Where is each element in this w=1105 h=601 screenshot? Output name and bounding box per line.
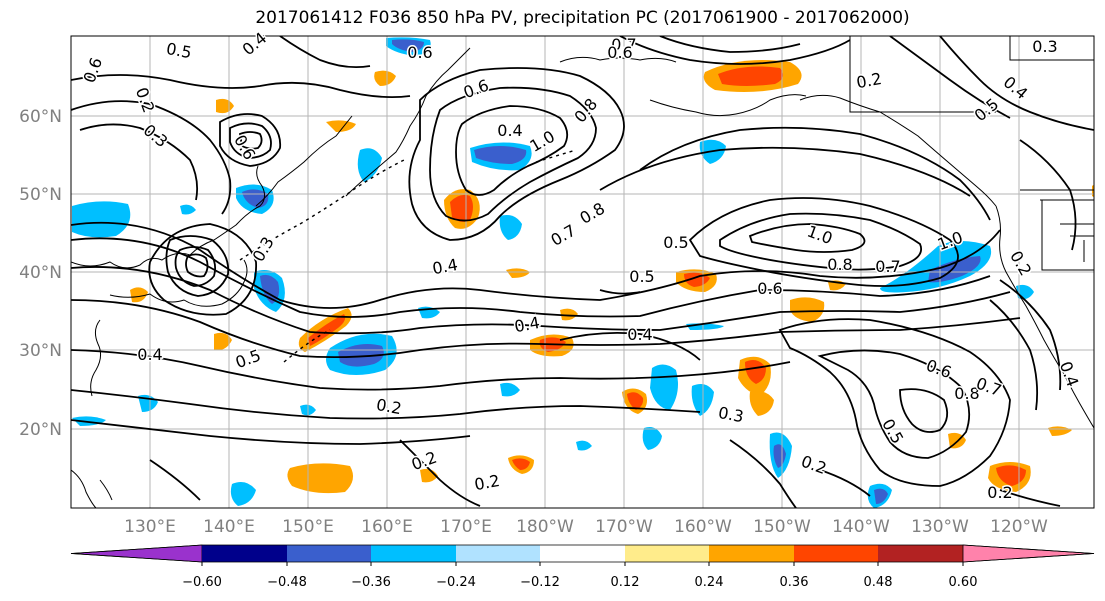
longitude-label: 170°E	[440, 517, 492, 537]
colorbar-segment	[202, 545, 287, 562]
contour-label: 0.4	[627, 325, 652, 344]
colorbar-tick-label: −0.48	[267, 575, 307, 590]
colorbar-segment	[456, 545, 540, 562]
longitude-label: 180°W	[516, 517, 574, 537]
colorbar-segment	[625, 545, 709, 562]
chart-title: 2017061412 F036 850 hPa PV, precipitatio…	[255, 8, 910, 28]
colorbar-tick-label: −0.12	[520, 575, 560, 590]
longitude-label: 140°E	[203, 517, 255, 537]
dashed-lines	[239, 149, 577, 363]
contour-label: 0.8	[954, 384, 979, 403]
map-frame	[70, 35, 1095, 509]
colorbar-tick-label: −0.24	[436, 575, 476, 590]
latitude-label: 30°N	[19, 341, 62, 361]
longitude-label: 140°W	[832, 517, 890, 537]
colorbar-segment	[540, 545, 625, 562]
colorbar-tick-label: 0.48	[864, 575, 893, 590]
longitude-label: 170°W	[595, 517, 653, 537]
colorbar-segment	[794, 545, 878, 562]
longitude-label: 160°W	[674, 517, 732, 537]
colorbar-tick-label: 0.36	[780, 575, 809, 590]
contour-label: 0.2	[987, 483, 1012, 502]
colorbar-tick-label: 0.24	[695, 575, 724, 590]
longitude-label: 120°W	[990, 517, 1048, 537]
pv-contours	[71, 36, 1094, 508]
longitude-label: 150°W	[753, 517, 811, 537]
contour-label: 0.4	[497, 121, 522, 140]
contour-label: 0.7	[611, 35, 636, 54]
contour-label: 0.5	[629, 267, 654, 286]
latitude-label: 50°N	[19, 185, 62, 205]
contour-label: 0.3	[717, 403, 745, 426]
colorbar-tick-label: −0.60	[182, 575, 222, 590]
contour-label: 0.5	[663, 233, 688, 252]
longitude-label: 160°E	[361, 517, 413, 537]
colorbar-tick-label: 0.60	[949, 575, 978, 590]
contour-label: 0.2	[855, 69, 883, 92]
contour-label: 0.7	[875, 257, 900, 276]
colorbar-tick-label: −0.36	[351, 575, 391, 590]
precipitation-shading	[72, 37, 1094, 508]
colorbar-extend-low	[70, 544, 203, 563]
colorbar-segment	[878, 545, 963, 562]
contour-label: 0.8	[827, 255, 852, 274]
colorbar-tick-label: 0.12	[611, 575, 640, 590]
contour-label: 0.4	[137, 345, 162, 364]
colorbar-segment	[287, 545, 371, 562]
contour-label: 0.5	[165, 39, 193, 62]
contour-label: 0.6	[407, 43, 432, 62]
contour-label: 0.4	[431, 255, 459, 278]
latitude-label: 60°N	[19, 107, 62, 127]
contour-label: 0.6	[607, 43, 632, 62]
contour-label: 0.6	[757, 279, 782, 298]
graticule	[71, 36, 1094, 508]
colorbar-segment	[709, 545, 794, 562]
longitude-label: 150°E	[282, 517, 334, 537]
longitude-label: 130°W	[911, 517, 969, 537]
colorbar: −0.60 −0.48 −0.36 −0.24 −0.12 0.12 0.24 0.36 0.4…	[70, 544, 1095, 590]
contour-label: 0.3	[1032, 37, 1057, 56]
longitude-labels: 130°E 140°E 150°E 160°E 170°E 180°W 170°W 160°W…	[124, 517, 1048, 537]
latitude-label: 20°N	[19, 420, 62, 440]
colorbar-extend-high	[962, 544, 1095, 563]
longitude-label: 130°E	[124, 517, 176, 537]
latitude-label: 40°N	[19, 263, 62, 283]
colorbar-segment	[371, 545, 456, 562]
latitude-labels: 60°N 50°N 40°N 30°N 20°N	[19, 107, 62, 440]
